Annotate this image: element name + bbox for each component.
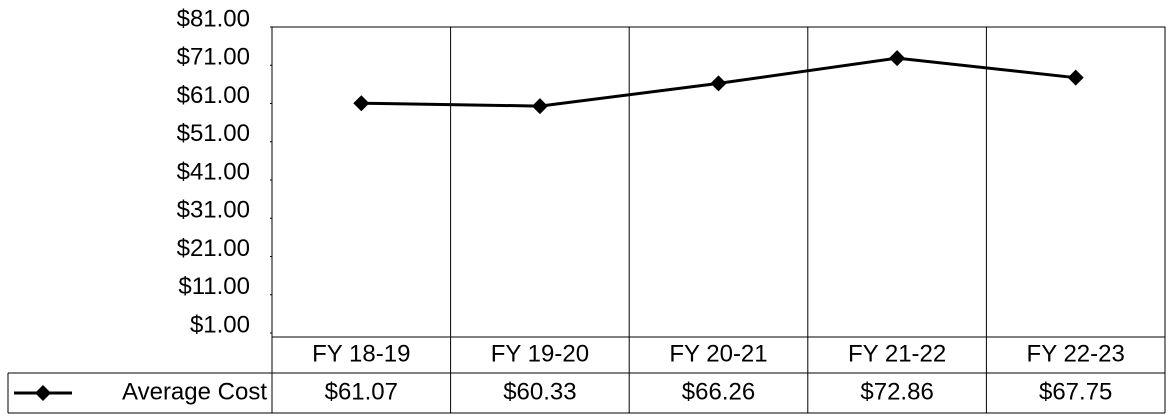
data-table-value: $60.33 (503, 378, 576, 405)
x-tick-label: FY 22-23 (1027, 340, 1125, 367)
y-tick-label: $11.00 (178, 273, 250, 300)
x-tick-label: FY 21-22 (848, 340, 946, 367)
y-tick-label: $51.00 (177, 120, 250, 147)
x-tick-label: FY 19-20 (491, 340, 589, 367)
data-table-value: $66.26 (682, 378, 755, 405)
y-tick-label: $21.00 (177, 235, 250, 262)
data-point (889, 50, 906, 67)
y-tick-label: $61.00 (177, 82, 250, 109)
data-table-value: $67.75 (1039, 378, 1112, 405)
x-tick-label: FY 20-21 (669, 340, 767, 367)
legend-label: Average Cost (122, 378, 267, 405)
y-tick-label: $31.00 (177, 197, 250, 224)
data-point (531, 98, 548, 115)
data-point (710, 75, 727, 92)
y-tick-label: $81.00 (177, 5, 250, 32)
y-tick-label: $41.00 (177, 158, 250, 185)
x-tick-label: FY 18-19 (312, 340, 410, 367)
legend-marker (35, 385, 51, 401)
y-tick-label: $71.00 (177, 44, 250, 71)
data-point (1067, 69, 1084, 86)
data-table-value: $72.86 (860, 378, 933, 405)
data-table-value: $61.07 (325, 378, 398, 405)
data-point (353, 95, 370, 112)
y-tick-label: $1.00 (190, 311, 250, 338)
